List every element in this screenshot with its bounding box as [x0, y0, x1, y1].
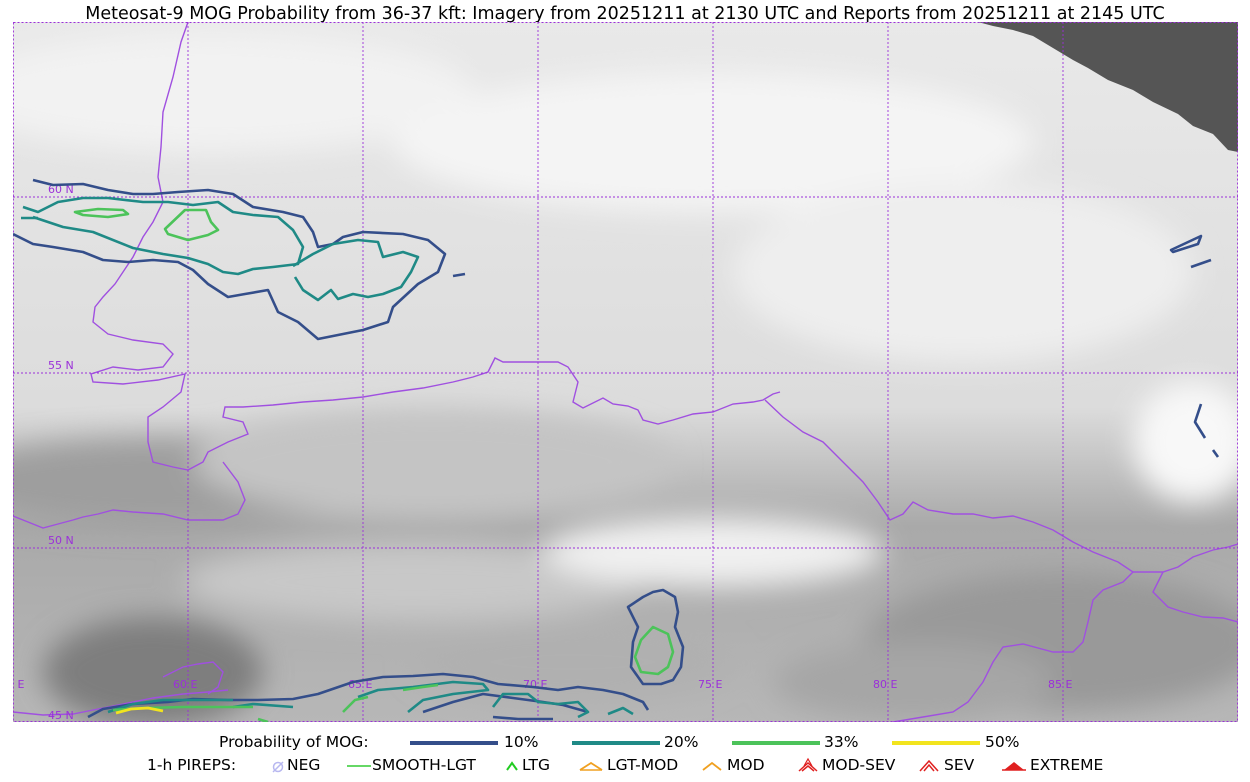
neg-icon — [272, 761, 284, 773]
lat-label-45n: 45 N — [48, 709, 74, 722]
lgt-mod-icon — [579, 761, 603, 771]
pirep-label-extreme: EXTREME — [1030, 756, 1104, 774]
pirep-legend-label: 1-h PIREPS: — [147, 756, 237, 774]
lon-label-60e: 60 E — [173, 678, 197, 691]
pirep-label-lgt-mod: LGT-MOD — [607, 756, 679, 774]
ltg-icon — [506, 761, 518, 771]
lat-label-55n: 55 N — [48, 359, 74, 372]
lon-label-80e: 80 E — [873, 678, 897, 691]
contour-10pct — [13, 178, 1220, 721]
probability-legend: Probability of MOG: 10% 20% 33% 50% — [0, 733, 1250, 753]
pirep-label-sev: SEV — [944, 756, 975, 774]
sev-icon — [919, 759, 939, 772]
probability-legend-label: Probability of MOG: — [219, 733, 369, 751]
legend-line-50pct — [892, 741, 980, 745]
no-data-region — [978, 22, 1238, 152]
pirep-legend: 1-h PIREPS: NEG SMOOTH-LGT LTG LGT-MOD M… — [0, 756, 1250, 776]
legend-label-20pct: 20% — [664, 733, 699, 751]
extreme-icon — [1002, 762, 1026, 771]
contour-20pct — [21, 196, 634, 719]
mod-sev-icon — [798, 757, 818, 772]
legend-line-20pct — [572, 741, 660, 745]
legend-label-33pct: 33% — [824, 733, 859, 751]
pirep-label-mod-sev: MOD-SEV — [822, 756, 896, 774]
legend-line-33pct — [732, 741, 820, 745]
legend-label-10pct: 10% — [504, 733, 539, 751]
lon-label-75e: 75 E — [698, 678, 722, 691]
legend-label-50pct: 50% — [985, 733, 1020, 751]
legend-line-10pct — [410, 741, 498, 745]
lat-lon-grid — [13, 22, 1238, 722]
lat-label-50n: 50 N — [48, 534, 74, 547]
pirep-label-ltg: LTG — [522, 756, 550, 774]
lon-label-55e: 55 E — [13, 678, 24, 691]
mod-icon — [702, 761, 722, 771]
cloud-texture — [13, 32, 1238, 722]
contour-50pct — [115, 706, 164, 715]
pirep-label-neg: NEG — [287, 756, 321, 774]
smooth-lgt-icon — [347, 765, 371, 767]
lon-label-85e: 85 E — [1048, 678, 1072, 691]
pirep-label-mod: MOD — [727, 756, 765, 774]
pirep-label-smooth-lgt: SMOOTH-LGT — [372, 756, 476, 774]
figure-title: Meteosat-9 MOG Probability from 36-37 kf… — [85, 4, 1165, 24]
satellite-map: 60 N 55 N 50 N 45 N 55 E 60 E 65 E 70 E … — [13, 22, 1238, 722]
country-borders — [13, 22, 1238, 722]
